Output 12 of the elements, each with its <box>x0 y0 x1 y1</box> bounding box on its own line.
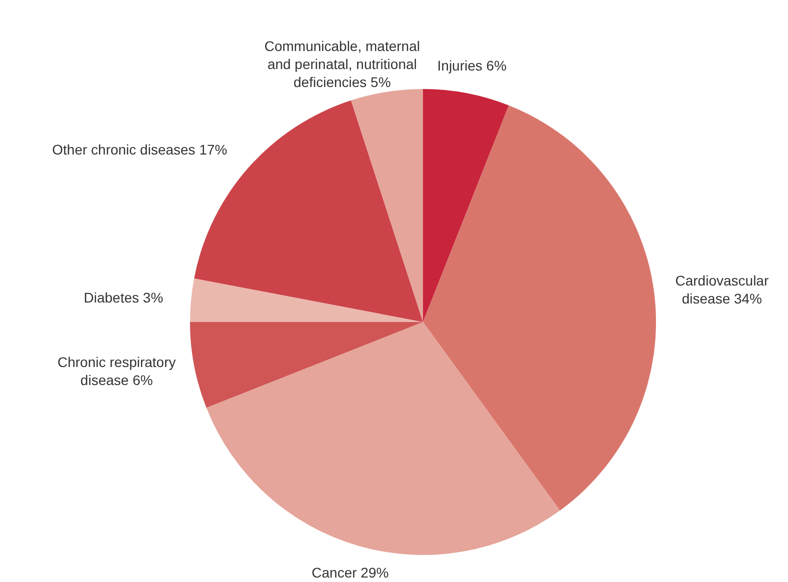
slice-label: Injuries 6% <box>437 58 507 74</box>
pie-slice <box>190 322 423 408</box>
slice-label: Communicable, maternal and perinatal, nutritional deficiencies 5% <box>264 38 420 90</box>
pie-slice <box>190 278 423 322</box>
slice-label: Cancer 29% <box>312 564 389 581</box>
slice-label: Diabetes 3% <box>84 289 164 306</box>
pie-slice <box>423 105 656 510</box>
pie-slice <box>194 100 423 322</box>
pie-slice <box>423 89 509 322</box>
slice-label: Chronic respiratory disease 6% <box>57 354 176 388</box>
slice-label: Other chronic diseases 17% <box>52 141 228 158</box>
slice-label: Cardiovascular disease 34% <box>675 272 769 306</box>
